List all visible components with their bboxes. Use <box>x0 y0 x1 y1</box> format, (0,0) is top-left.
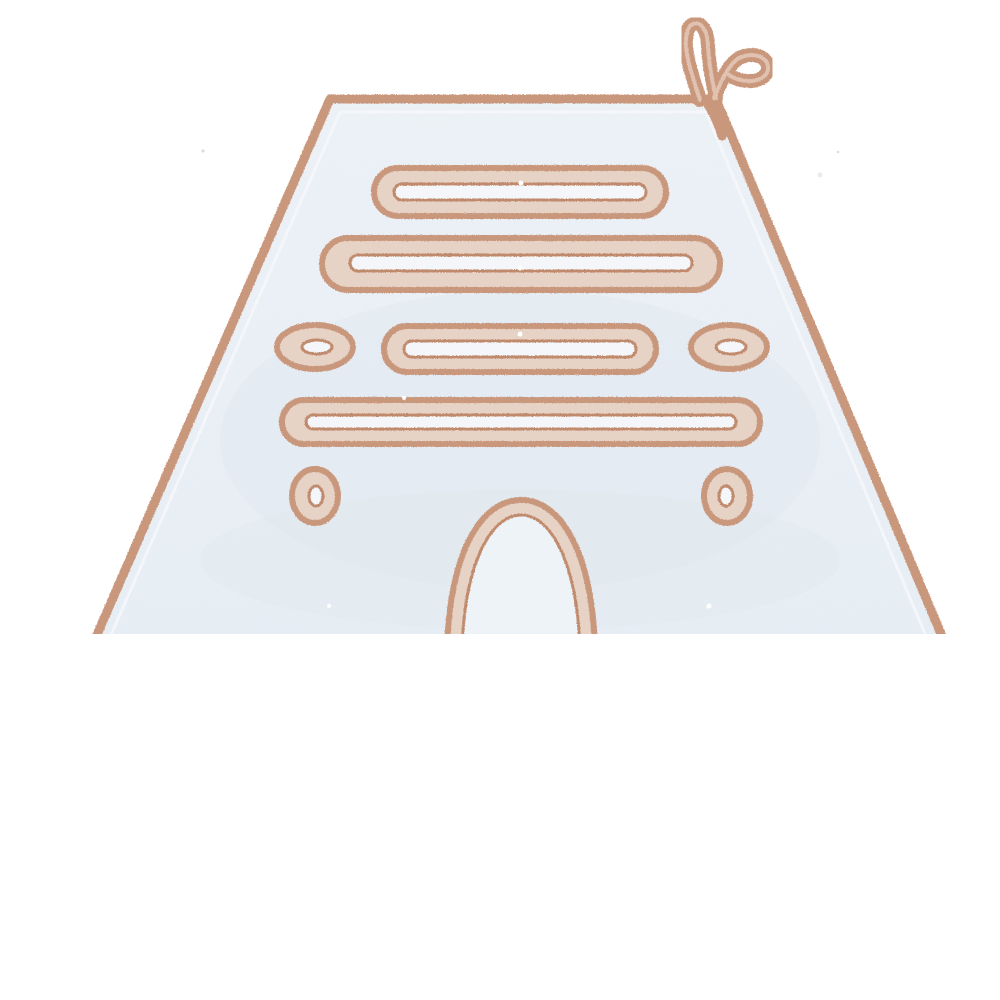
oval-left-upper-inner <box>300 338 334 356</box>
speck <box>817 172 823 178</box>
sparkle <box>517 265 523 271</box>
oval-right-lower-inner <box>717 484 735 508</box>
band-row-3-inner <box>402 339 638 359</box>
sparkle <box>517 331 523 337</box>
sparkle <box>402 396 406 400</box>
sparkle <box>706 603 712 609</box>
sparkle <box>518 180 524 186</box>
curl-ornament <box>678 16 775 141</box>
speck <box>836 150 840 154</box>
band-row-4-inner <box>304 413 738 431</box>
sparkle <box>327 604 331 608</box>
band-row-2-inner <box>348 253 694 273</box>
temple-body-inner <box>109 110 927 634</box>
band-row-1-inner <box>392 182 648 202</box>
oval-right-upper-inner <box>714 338 748 356</box>
oval-left-lower-inner <box>307 484 325 508</box>
speck <box>201 149 205 153</box>
arched-doorway-inner <box>461 513 581 634</box>
